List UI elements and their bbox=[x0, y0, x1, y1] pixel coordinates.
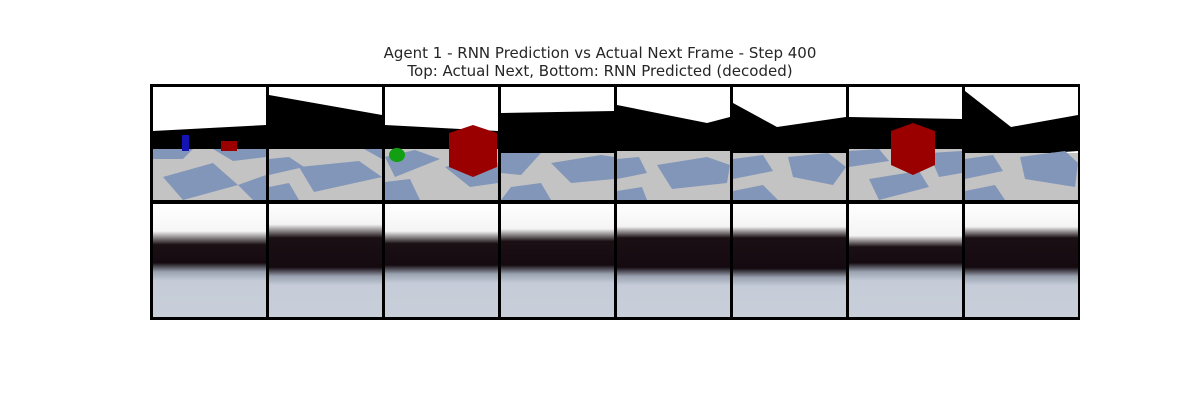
red-cube-object bbox=[449, 125, 497, 177]
frame-grid bbox=[150, 84, 1080, 320]
predicted-frame-5 bbox=[617, 204, 730, 317]
predicted-frame-4 bbox=[501, 204, 614, 317]
actual-frame-8 bbox=[965, 87, 1078, 200]
actual-frame-3 bbox=[385, 87, 498, 200]
actual-frame-6 bbox=[733, 87, 846, 200]
predicted-frame-2 bbox=[269, 204, 382, 317]
actual-frame-2 bbox=[269, 87, 382, 200]
actual-frame-4 bbox=[501, 87, 614, 200]
green-ball-object bbox=[389, 148, 405, 162]
actual-frame-7 bbox=[849, 87, 962, 200]
predicted-frame-3 bbox=[385, 204, 498, 317]
red-box-object bbox=[221, 141, 237, 151]
predicted-frame-7 bbox=[849, 204, 962, 317]
predicted-frame-1 bbox=[153, 204, 266, 317]
subtitle: Top: Actual Next, Bottom: RNN Predicted … bbox=[407, 62, 793, 80]
predicted-frame-6 bbox=[733, 204, 846, 317]
blue-box-object bbox=[182, 135, 189, 151]
title: Agent 1 - RNN Prediction vs Actual Next … bbox=[383, 44, 817, 62]
red-cube-object bbox=[891, 123, 935, 175]
actual-frame-1 bbox=[153, 87, 266, 200]
actual-frame-5 bbox=[617, 87, 730, 200]
predicted-frame-8 bbox=[965, 204, 1078, 317]
